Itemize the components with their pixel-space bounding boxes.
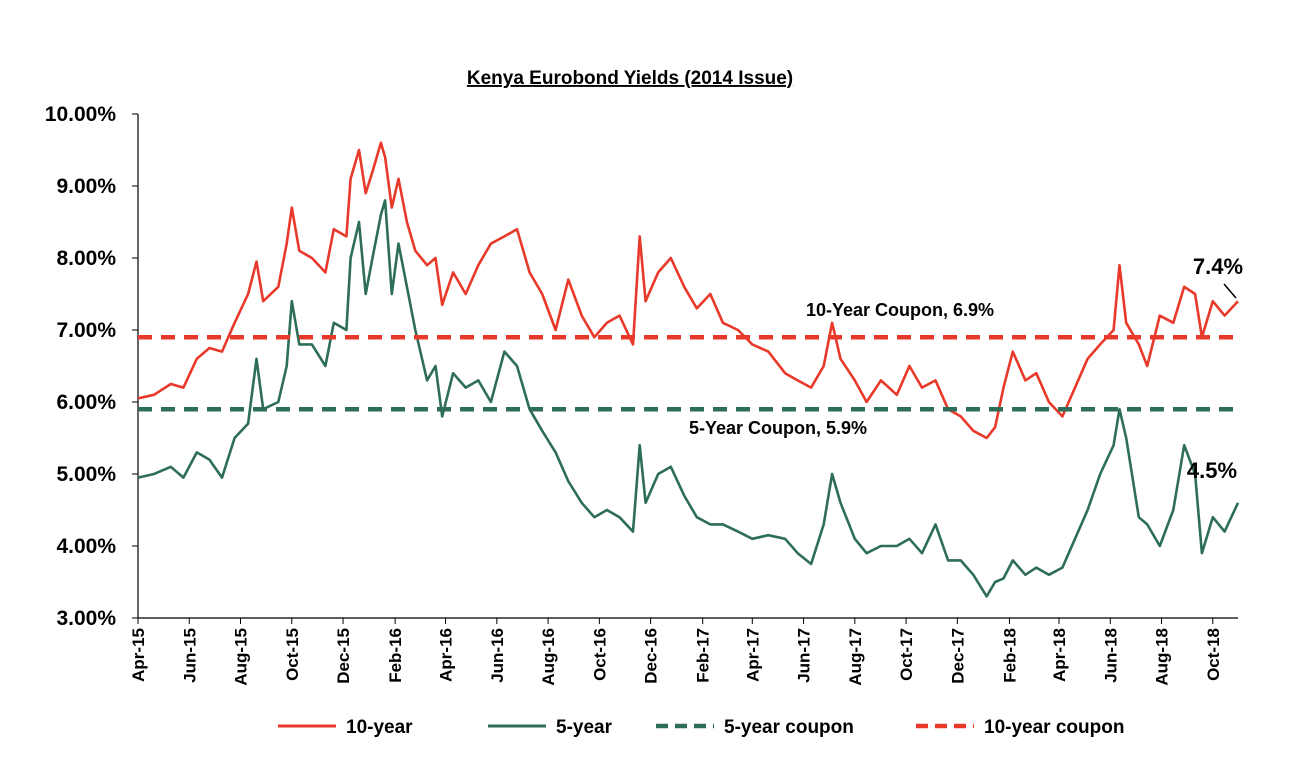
series-10-year-line: [137, 141, 1239, 440]
x-tick-label: Feb-18: [1000, 628, 1019, 683]
x-axis: Apr-15 Jun-15 Aug-15 Oct-15 Dec-15 Feb-16 Apr-…: [129, 618, 1223, 686]
y-tick-label: 9.00%: [56, 175, 116, 198]
x-tick-label: Aug-16: [539, 628, 558, 686]
y-tick-label: 4.00%: [56, 535, 116, 558]
x-tick-label: Jun-18: [1101, 628, 1120, 683]
x-tick-label: Dec-16: [642, 628, 661, 684]
x-tick-label: Feb-16: [386, 628, 405, 683]
x-tick-label: Aug-18: [1153, 628, 1172, 686]
x-tick-label: Oct-18: [1204, 628, 1223, 681]
x-tick-label: Apr-17: [743, 628, 762, 682]
y-axis: 10.00% 9.00% 8.00% 7.00% 6.00% 5.00% 4.00% 3.00…: [45, 103, 138, 630]
annotation-10yr-coupon: 10-Year Coupon, 6.9%: [806, 300, 994, 320]
x-tick-label: Apr-15: [129, 628, 148, 682]
x-tick-label: Jun-15: [180, 628, 199, 683]
x-tick-label: Oct-16: [590, 628, 609, 681]
x-tick-label: Feb-17: [694, 628, 713, 683]
y-tick-label: 8.00%: [56, 247, 116, 270]
end-label-10yr-leader: [1223, 283, 1237, 299]
y-tick-label: 6.00%: [56, 391, 116, 414]
x-tick-label: Oct-15: [283, 628, 302, 681]
series-5-year-line: [137, 199, 1240, 598]
legend-label-10-year: 10-year: [346, 717, 413, 738]
series-layer: [137, 141, 1240, 598]
end-label-5yr: 4.5%: [1187, 458, 1237, 483]
legend: 10-year 5-year 5-year coupon 10-year coupon: [278, 717, 1124, 738]
x-tick-label: Oct-17: [897, 628, 916, 681]
y-tick-label: 5.00%: [56, 463, 116, 486]
end-label-10yr: 7.4%: [1193, 254, 1243, 279]
y-tick-label: 7.00%: [56, 319, 116, 342]
legend-label-5-year-coupon: 5-year coupon: [724, 717, 854, 738]
x-tick-label: Apr-16: [437, 628, 456, 682]
x-tick-label: Aug-17: [846, 628, 865, 686]
legend-label-5-year: 5-year: [556, 717, 613, 738]
axis-lines: [137, 114, 1238, 619]
y-tick-label: 3.00%: [56, 607, 116, 630]
x-tick-label: Jun-16: [488, 628, 507, 683]
x-tick-label: Jun-17: [795, 628, 814, 683]
chart-title: Kenya Eurobond Yields (2014 Issue): [467, 68, 793, 89]
x-tick-label: Aug-15: [232, 628, 251, 686]
x-tick-label: Dec-17: [948, 628, 967, 684]
y-tick-label: 10.00%: [45, 103, 117, 126]
x-tick-label: Dec-15: [334, 628, 353, 684]
annotation-5yr-coupon: 5-Year Coupon, 5.9%: [689, 418, 867, 438]
x-tick-label: Apr-18: [1050, 628, 1069, 682]
legend-label-10-year-coupon: 10-year coupon: [984, 717, 1124, 738]
